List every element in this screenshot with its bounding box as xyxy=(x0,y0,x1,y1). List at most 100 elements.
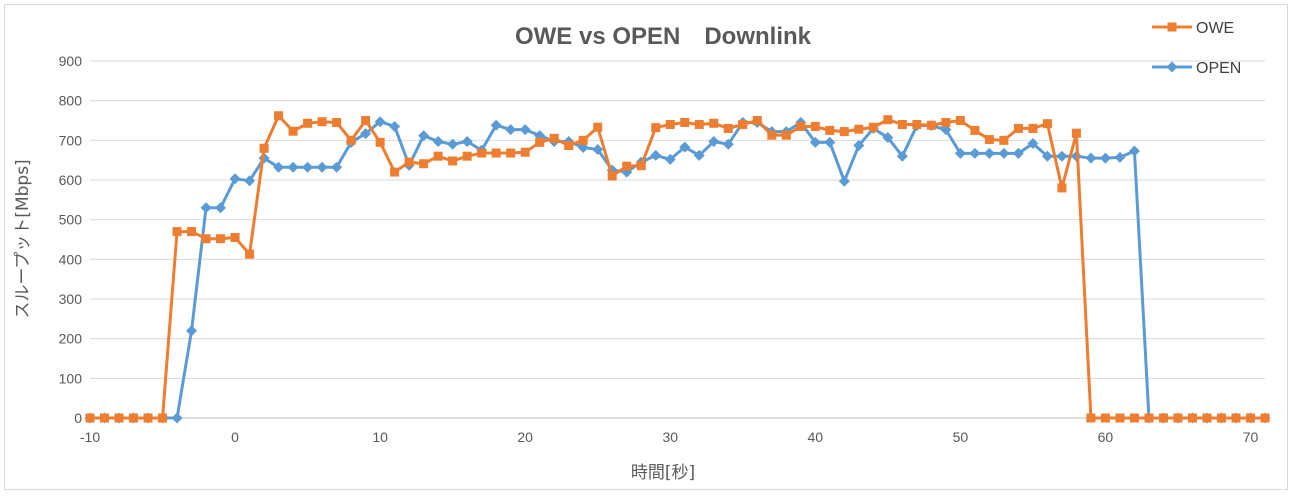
data-point xyxy=(374,116,386,128)
x-tick-label: 60 xyxy=(1098,429,1114,445)
y-tick-label: 900 xyxy=(59,53,83,69)
data-point xyxy=(1041,150,1053,162)
data-point xyxy=(491,148,501,158)
data-point xyxy=(129,413,139,423)
data-point xyxy=(809,136,821,148)
data-point xyxy=(171,412,183,424)
data-point xyxy=(999,135,1009,145)
data-point xyxy=(114,413,124,423)
y-tick-label: 400 xyxy=(59,251,83,267)
data-point xyxy=(665,119,675,129)
data-point xyxy=(941,117,951,127)
legend-label: OWE xyxy=(1196,20,1234,37)
data-point xyxy=(767,130,777,140)
data-point xyxy=(259,143,269,153)
x-tick-label: 40 xyxy=(808,429,824,445)
data-point xyxy=(824,136,836,148)
chart-frame xyxy=(4,4,1288,490)
data-point xyxy=(796,121,806,131)
data-point xyxy=(1100,413,1110,423)
x-tick-label: -10 xyxy=(80,429,100,445)
data-point xyxy=(1086,413,1096,423)
data-point xyxy=(912,119,922,129)
data-point xyxy=(868,122,878,132)
data-point xyxy=(636,161,646,171)
data-point xyxy=(346,135,356,145)
data-point xyxy=(1245,413,1255,423)
data-point xyxy=(187,227,197,237)
data-point xyxy=(810,121,820,131)
data-point xyxy=(448,156,458,166)
data-point xyxy=(1187,413,1197,423)
data-point xyxy=(419,159,429,169)
data-point xyxy=(549,133,559,143)
data-point xyxy=(375,137,385,147)
x-tick-label: 20 xyxy=(517,429,533,445)
data-point xyxy=(200,202,212,214)
data-point xyxy=(316,161,328,173)
data-point xyxy=(143,413,153,423)
data-point xyxy=(969,147,981,159)
data-point xyxy=(273,161,285,173)
data-point xyxy=(998,147,1010,159)
data-point xyxy=(302,161,314,173)
series-owe xyxy=(85,111,1270,423)
data-point xyxy=(332,117,342,127)
series-layer xyxy=(84,111,1271,424)
data-point xyxy=(709,118,719,128)
data-point xyxy=(896,150,908,162)
data-point xyxy=(607,171,617,181)
data-point xyxy=(100,413,110,423)
data-point xyxy=(622,161,632,171)
data-point xyxy=(520,147,530,157)
data-point xyxy=(461,136,473,148)
data-point xyxy=(245,249,255,259)
data-point xyxy=(1057,183,1067,193)
y-tick-label: 700 xyxy=(59,132,83,148)
data-point xyxy=(1042,119,1052,129)
data-point xyxy=(738,119,748,129)
x-axis-label: 時間[秒] xyxy=(631,463,695,483)
y-tick-label: 0 xyxy=(74,410,82,426)
data-point xyxy=(447,138,459,150)
data-point xyxy=(650,149,662,161)
data-point xyxy=(274,111,284,121)
data-point xyxy=(303,118,313,128)
data-point xyxy=(186,325,198,337)
data-point xyxy=(1173,413,1183,423)
data-point xyxy=(1167,22,1177,32)
data-point xyxy=(505,124,517,136)
data-point xyxy=(883,115,893,125)
data-point xyxy=(244,175,256,187)
y-tick-label: 300 xyxy=(59,291,83,307)
series-line-owe xyxy=(90,114,1265,420)
data-point xyxy=(882,132,894,144)
data-point xyxy=(853,139,865,151)
data-point xyxy=(1056,150,1068,162)
data-point xyxy=(593,122,603,132)
y-tick-labels: 0 100 200 300 400 500 600 700 800 900 xyxy=(59,53,83,426)
data-point xyxy=(519,124,531,136)
data-point xyxy=(418,130,430,142)
data-point xyxy=(1260,413,1270,423)
data-point xyxy=(954,147,966,159)
data-point xyxy=(201,234,211,244)
data-point xyxy=(680,117,690,127)
data-point xyxy=(230,233,240,243)
data-point xyxy=(389,120,401,132)
data-point xyxy=(722,138,734,150)
data-point xyxy=(1027,138,1039,150)
data-point xyxy=(404,157,414,167)
data-point xyxy=(287,161,299,173)
data-point xyxy=(1231,413,1241,423)
data-point xyxy=(592,143,604,155)
data-point xyxy=(490,119,502,131)
data-point xyxy=(1028,123,1038,133)
data-point xyxy=(694,119,704,129)
data-point xyxy=(1012,147,1024,159)
data-point xyxy=(781,130,791,140)
data-point xyxy=(1128,145,1140,157)
data-point xyxy=(897,119,907,129)
data-point xyxy=(172,227,182,237)
data-point xyxy=(1013,123,1023,133)
